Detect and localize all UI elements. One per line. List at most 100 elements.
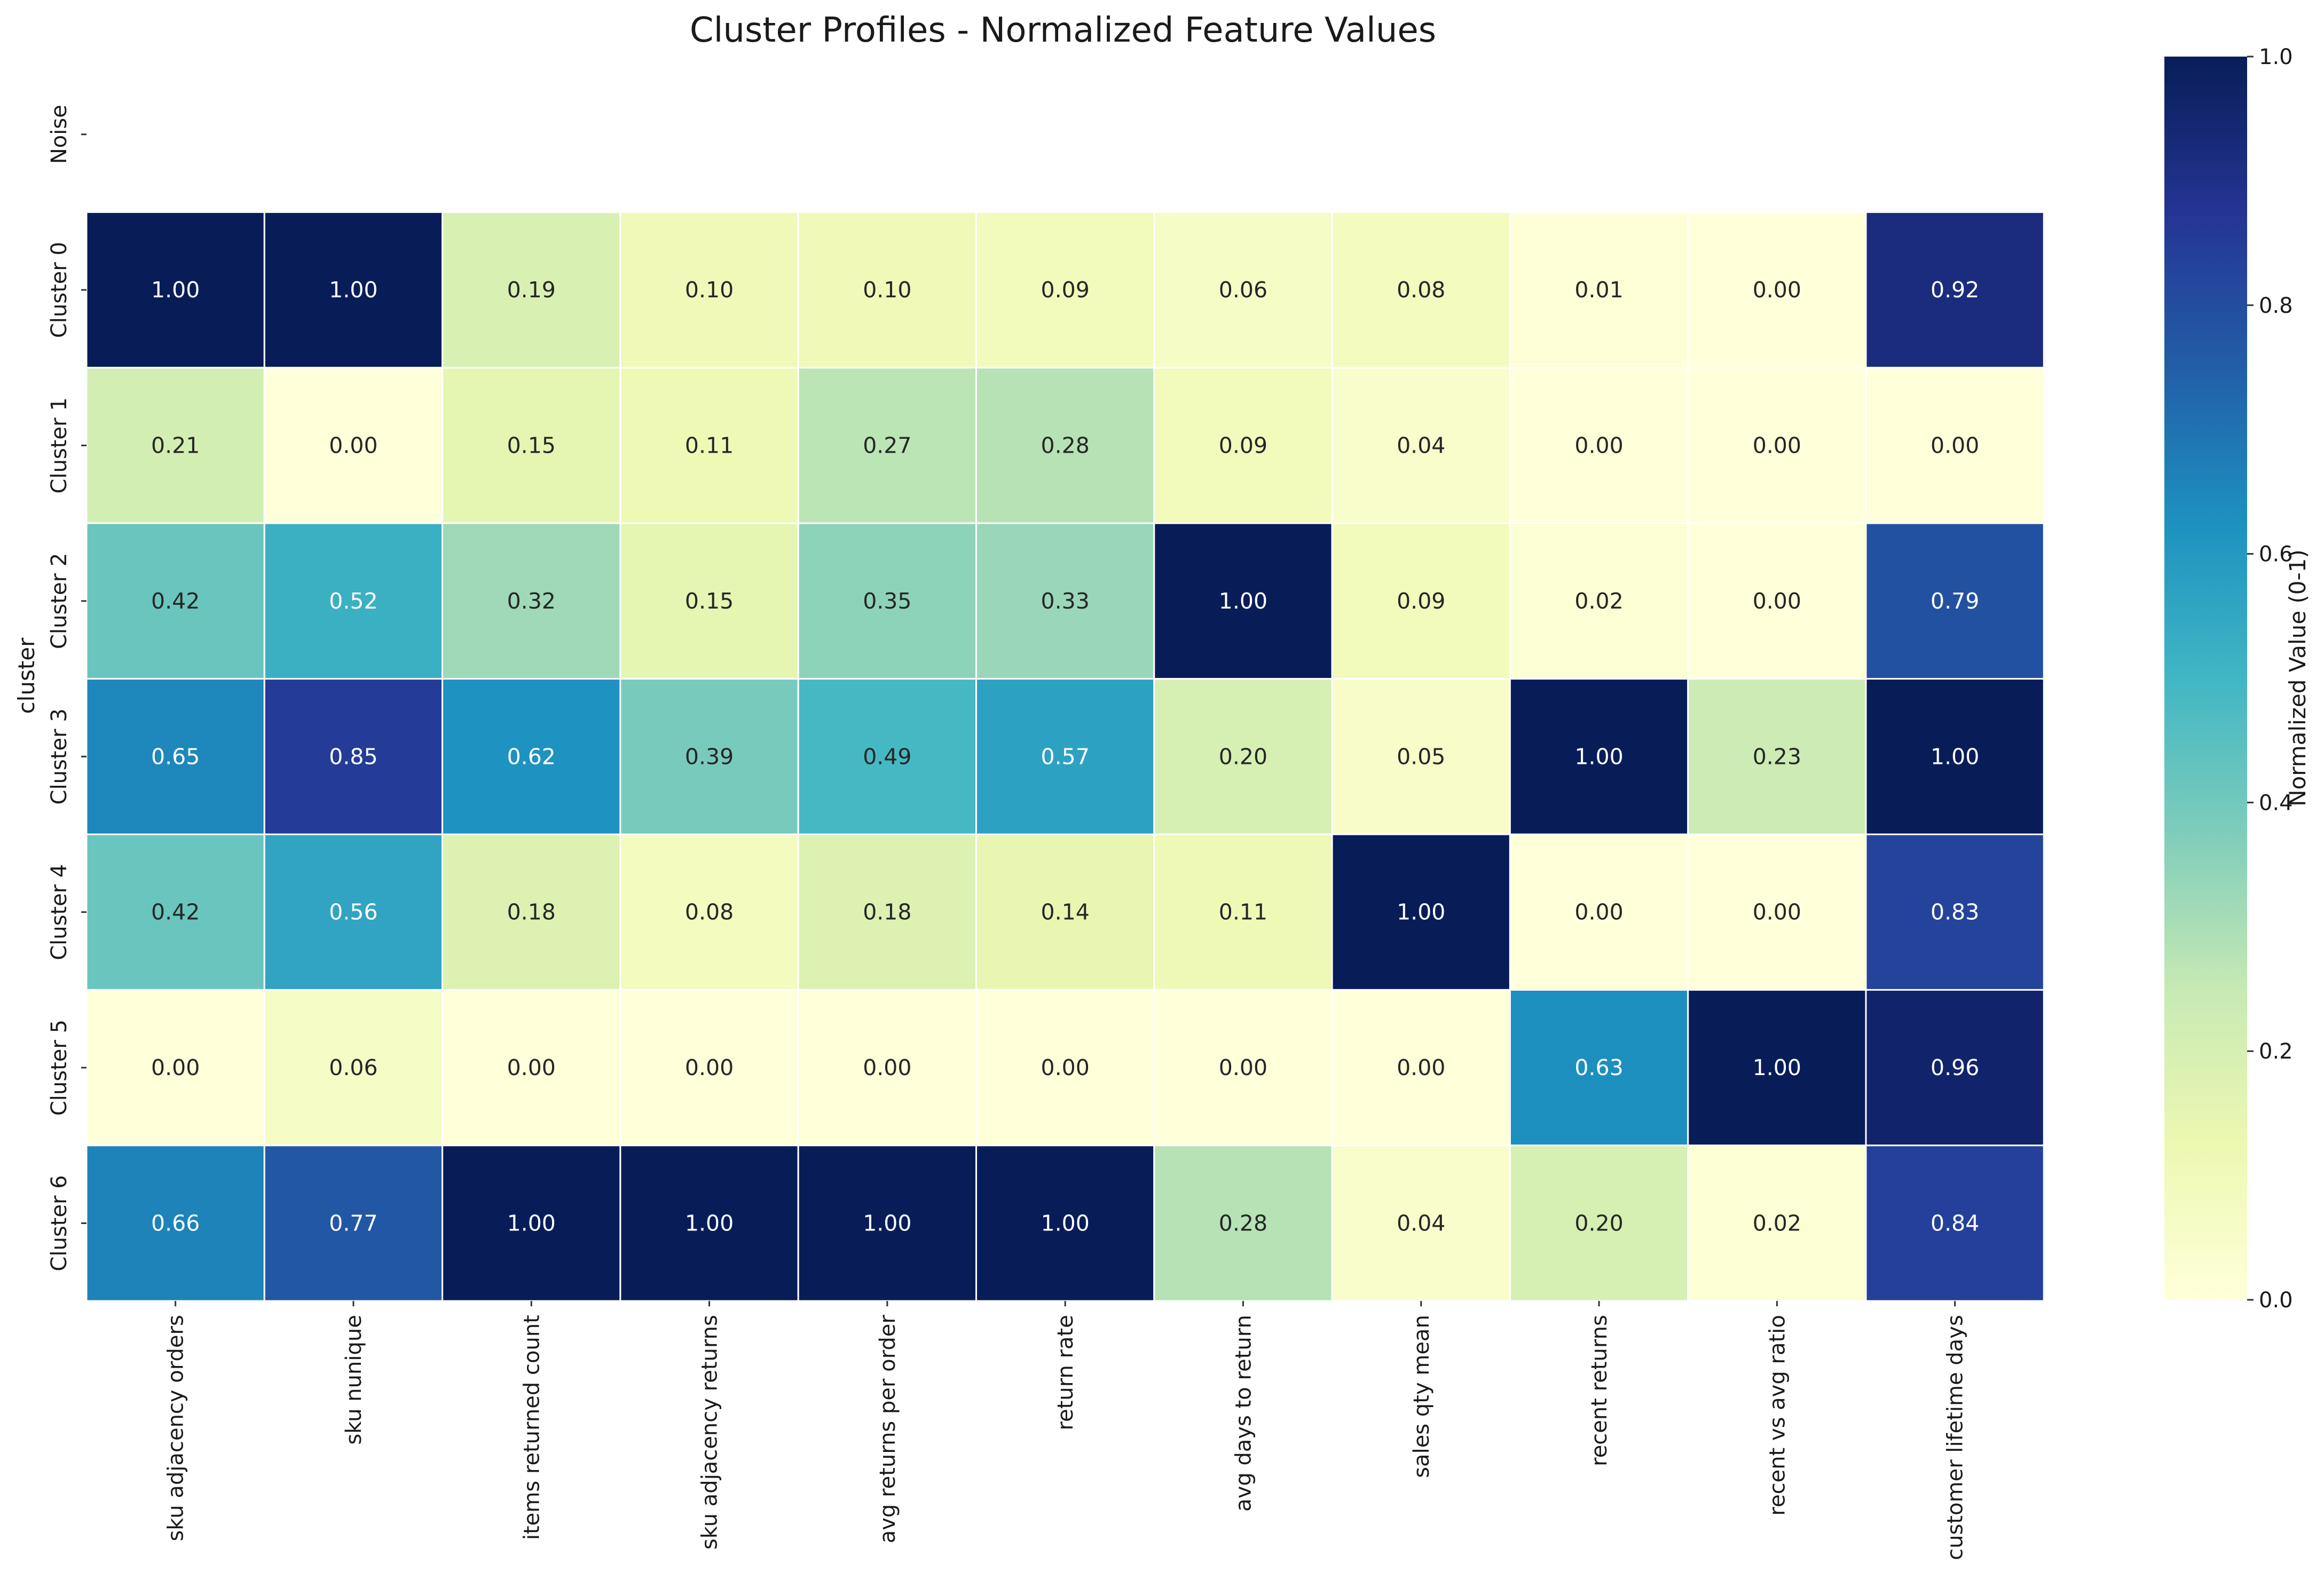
x-tick-label: avg returns per order	[876, 1315, 900, 1544]
cell-value-label: 0.35	[863, 588, 911, 614]
cell-value-label: 0.04	[1397, 1211, 1445, 1236]
heatmap-cell	[1509, 522, 1689, 680]
cell-value-label: 0.10	[685, 277, 734, 303]
cell-value-label: 0.00	[329, 433, 377, 459]
heatmap-cell	[442, 833, 621, 991]
heatmap-cell	[1153, 833, 1333, 991]
heatmap-cell	[1331, 211, 1511, 369]
cell-value-label: 0.08	[685, 899, 734, 925]
heatmap-cell	[263, 211, 444, 369]
heatmap-cell	[442, 1144, 621, 1302]
heatmap-cell	[1331, 1144, 1511, 1302]
cell-value-label: 0.19	[507, 277, 556, 303]
colorbar-tick-label: 0.0	[2259, 1288, 2293, 1313]
heatmap-cell	[442, 211, 621, 369]
heatmap-cell	[1509, 833, 1689, 991]
cell-value-label: 0.96	[1931, 1055, 1979, 1080]
heatmap-cell	[797, 367, 977, 524]
heatmap-cell	[442, 678, 621, 835]
cell-value-label: 1.00	[1753, 1055, 1801, 1080]
x-tick-label: recent returns	[1587, 1315, 1612, 1466]
cell-value-label: 0.42	[151, 899, 200, 925]
cell-value-label: 0.52	[329, 588, 377, 614]
cell-value-label: 0.83	[1931, 899, 1979, 925]
cell-value-label: 0.18	[863, 899, 911, 925]
heatmap-cell	[1865, 1144, 2045, 1302]
cell-value-label: 0.92	[1931, 277, 1979, 303]
cell-value-label: 1.00	[1931, 744, 1979, 769]
heatmap-cells	[85, 211, 2045, 1302]
y-tick-label: Cluster 1	[47, 397, 72, 493]
x-tick-label: sku nunique	[342, 1315, 366, 1444]
cell-value-label: 0.00	[1574, 899, 1623, 925]
cell-value-label: 0.00	[1931, 433, 1979, 459]
cell-value-label: 0.02	[1574, 588, 1623, 614]
heatmap-cell	[1865, 367, 2045, 524]
cell-value-label: 0.84	[1931, 1211, 1979, 1236]
colorbar-gradient	[2164, 57, 2247, 1300]
heatmap-cell	[619, 211, 799, 369]
heatmap-cell	[1865, 678, 2045, 835]
chart-title: Cluster Profiles - Normalized Feature Va…	[690, 11, 1436, 50]
cell-value-label: 0.11	[685, 433, 734, 459]
heatmap-cell	[1865, 211, 2045, 369]
cell-value-label: 1.00	[1574, 744, 1623, 769]
cell-value-label: 0.23	[1753, 744, 1801, 769]
x-tick-label: sku adjacency returns	[698, 1315, 722, 1550]
heatmap-cell	[263, 367, 444, 524]
cell-value-label: 0.00	[1397, 1055, 1445, 1080]
heatmap-cell	[619, 1144, 799, 1302]
cell-value-label: 1.00	[1219, 588, 1267, 614]
cell-value-label: 0.00	[1753, 588, 1801, 614]
cell-value-label: 0.00	[1753, 277, 1801, 303]
colorbar-tick-label: 0.6	[2259, 542, 2293, 567]
cell-value-label: 0.21	[151, 433, 200, 459]
heatmap-cell	[797, 522, 977, 680]
cell-value-label: 0.08	[1397, 277, 1445, 303]
cell-value-label: 0.11	[1219, 899, 1267, 925]
heatmap-cell	[1509, 367, 1689, 524]
cell-value-label: 0.00	[1041, 1055, 1090, 1080]
colorbar-tick-label: 0.2	[2259, 1039, 2293, 1064]
heatmap-cell	[975, 1144, 1155, 1302]
cell-value-label: 0.20	[1574, 1211, 1623, 1236]
heatmap-cell	[619, 833, 799, 991]
heatmap-cell	[85, 367, 265, 524]
cell-value-label: 0.57	[1041, 744, 1090, 769]
cell-value-label: 0.32	[507, 588, 556, 614]
heatmap-cell	[442, 367, 621, 524]
cell-value-label: 0.65	[151, 744, 200, 769]
heatmap-cell	[1865, 833, 2045, 991]
heatmap-cell	[1687, 678, 1867, 835]
colorbar-label: Normalized Value (0-1)	[2284, 549, 2311, 807]
cell-value-label: 0.05	[1397, 744, 1445, 769]
heatmap-cell	[85, 1144, 265, 1302]
cell-value-label: 0.85	[329, 744, 377, 769]
cell-value-label: 0.49	[863, 744, 911, 769]
heatmap-cell	[975, 211, 1155, 369]
cell-value-label: 0.62	[507, 744, 556, 769]
y-tick-label: Cluster 0	[47, 242, 72, 338]
cell-value-label: 1.00	[1041, 1211, 1090, 1236]
cell-value-label: 0.00	[151, 1055, 200, 1080]
colorbar: 0.0 0.2 0.4 0.6 0.8 1.0 Normalized Value (0-1…	[2164, 45, 2311, 1313]
cell-value-label: 0.20	[1219, 744, 1267, 769]
heatmap-cell	[797, 833, 977, 991]
heatmap-cell	[263, 678, 444, 835]
heatmap-cell	[797, 211, 977, 369]
heatmap-cell	[975, 367, 1155, 524]
heatmap-cell	[263, 989, 444, 1147]
heatmap-cell	[1153, 1144, 1333, 1302]
heatmap-cell	[975, 989, 1155, 1147]
heatmap-cell	[85, 989, 265, 1147]
y-tick-label: Noise	[47, 105, 72, 164]
cell-value-label: 0.56	[329, 899, 377, 925]
heatmap-cell	[1509, 1144, 1689, 1302]
heatmap-cell	[619, 989, 799, 1147]
x-tick-label: recent vs avg ratio	[1765, 1315, 1790, 1515]
cell-value-label: 0.66	[151, 1211, 200, 1236]
x-tick-label: customer lifetime days	[1943, 1315, 1968, 1560]
y-tick-label: Cluster 6	[47, 1175, 72, 1271]
heatmap-cell	[1687, 1144, 1867, 1302]
heatmap-cell	[797, 678, 977, 835]
